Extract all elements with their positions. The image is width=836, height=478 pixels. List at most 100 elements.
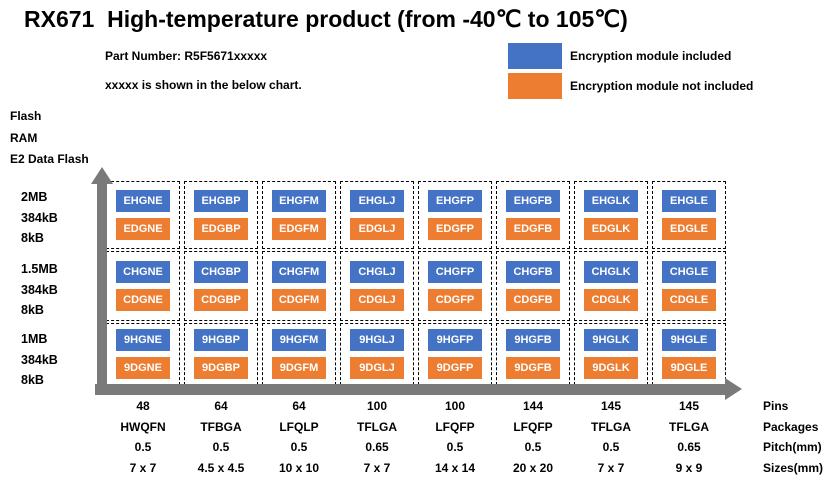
part-chip-encryption-not-included: EDGFP <box>428 218 482 240</box>
part-cell: 9HGLE 9DGLE <box>652 323 726 385</box>
part-chip-encryption-not-included: CDGBP <box>194 289 248 311</box>
part-chip-encryption-not-included: CDGFP <box>428 289 482 311</box>
footer-header-pitch: Pitch(mm) <box>763 440 822 454</box>
footer-package-value: TFLGA <box>669 419 709 434</box>
footer-pins-value: 100 <box>444 399 466 413</box>
package-column: 144 LFQFP 0.5 20 x 20 <box>494 396 572 478</box>
part-chip-encryption-not-included: CDGLK <box>584 289 638 311</box>
legend-swatch-encryption-not-included <box>508 73 562 99</box>
row-ram-value: 384kB <box>21 282 58 297</box>
part-chip-encryption-included: EHGFP <box>428 190 482 212</box>
part-chip-encryption-not-included: 9DGLK <box>584 357 638 379</box>
part-grid: EHGNE EDGNE EHGBP EDGBP EHGFM EDGFM EHGLJ EDGLJ… <box>104 180 728 386</box>
part-chip-encryption-included: EHGLJ <box>350 190 404 212</box>
row-flash-value: 1MB <box>21 332 48 346</box>
part-cell: CHGFM CDGFM <box>262 251 336 321</box>
part-cell: 9HGFB 9DGFB <box>496 323 570 385</box>
footer-pitch-value: 0.5 <box>524 440 542 454</box>
arrow-right-icon <box>725 378 742 400</box>
part-chip-encryption-not-included: EDGLE <box>662 218 716 240</box>
part-chip-encryption-not-included: CDGNE <box>116 289 170 311</box>
part-cell: CHGFB CDGFB <box>496 251 570 321</box>
footer-pins-value: 144 <box>522 399 544 413</box>
part-cell: 9HGFP 9DGFP <box>418 323 492 385</box>
x-axis-arrow-shaft <box>95 384 725 395</box>
part-chip-encryption-included: EHGFB <box>506 190 560 212</box>
part-chip-encryption-included: CHGLK <box>584 261 638 283</box>
footer-pitch-value: 0.5 <box>212 440 230 454</box>
part-chip-encryption-not-included: CDGFM <box>272 289 326 311</box>
part-chip-encryption-included: CHGFP <box>428 261 482 283</box>
legend-label-encryption-included: Encryption module included <box>570 49 732 63</box>
part-cell: 9HGLK 9DGLK <box>574 323 648 385</box>
row-ram-value: 384kB <box>21 210 58 225</box>
footer-package-value: LFQLP <box>279 419 319 434</box>
part-cell: EHGFB EDGFB <box>496 181 570 249</box>
footer-pins-value: 145 <box>600 399 622 413</box>
footer-size-value: 14 x 14 <box>434 460 476 475</box>
package-column: 64 TFBGA 0.5 4.5 x 4.5 <box>182 396 260 478</box>
part-chip-encryption-not-included: CDGLE <box>662 289 716 311</box>
row-labels-1mb: 1MB 384kB 8kB <box>21 329 58 391</box>
footer-header-pins: Pins <box>763 399 789 413</box>
part-cell: CHGBP CDGBP <box>184 251 258 321</box>
footer-pitch-value: 0.65 <box>365 440 389 454</box>
footer-package-value: TFBGA <box>200 419 242 434</box>
part-chip-encryption-not-included: EDGLK <box>584 218 638 240</box>
y-axis-label-ram: RAM <box>10 130 38 145</box>
part-chip-encryption-not-included: EDGLJ <box>350 218 404 240</box>
footer-pins-value: 100 <box>366 399 388 413</box>
part-chip-encryption-not-included: EDGNE <box>116 218 170 240</box>
part-chip-encryption-included: CHGFM <box>272 261 326 283</box>
legend-label-encryption-not-included: Encryption module not included <box>570 79 754 93</box>
footer-size-value: 7 x 7 <box>597 460 625 475</box>
footer-size-value: 7 x 7 <box>129 460 157 475</box>
arrow-up-icon <box>91 167 113 184</box>
part-chip-encryption-included: EHGFM <box>272 190 326 212</box>
footer-pitch-value: 0.5 <box>602 440 620 454</box>
row-e2-value: 8kB <box>21 231 44 245</box>
row-labels-1-5mb: 1.5MB 384kB 8kB <box>21 259 58 321</box>
part-cell: EHGLK EDGLK <box>574 181 648 249</box>
footer-pins-value: 64 <box>214 399 228 413</box>
part-number-hint: xxxxx is shown in the below chart. <box>105 78 302 92</box>
footer-size-value: 4.5 x 4.5 <box>197 460 245 475</box>
part-chip-encryption-not-included: CDGFB <box>506 289 560 311</box>
part-cell: 9HGNE 9DGNE <box>106 323 180 385</box>
row-ram-value: 384kB <box>21 352 58 367</box>
part-chip-encryption-included: 9HGLK <box>584 329 638 351</box>
part-chip-encryption-not-included: 9DGFP <box>428 357 482 379</box>
part-cell: CHGFP CDGFP <box>418 251 492 321</box>
part-cell: EHGBP EDGBP <box>184 181 258 249</box>
part-cell: 9HGLJ 9DGLJ <box>340 323 414 385</box>
footer-size-value: 9 x 9 <box>675 460 703 475</box>
part-chip-encryption-included: CHGFB <box>506 261 560 283</box>
part-chip-encryption-included: 9HGLJ <box>350 329 404 351</box>
package-column: 145 TFLGA 0.65 9 x 9 <box>650 396 728 478</box>
part-cell: EHGLE EDGLE <box>652 181 726 249</box>
y-axis-label-flash: Flash <box>10 109 42 123</box>
footer-pins-value: 48 <box>136 399 150 413</box>
part-chip-encryption-included: EHGLE <box>662 190 716 212</box>
part-chip-encryption-not-included: 9DGFM <box>272 357 326 379</box>
footer-pins-value: 145 <box>678 399 700 413</box>
part-chip-encryption-included: EHGNE <box>116 190 170 212</box>
y-axis-label-e2-data-flash: E2 Data Flash <box>10 152 89 166</box>
part-chip-encryption-included: 9HGLE <box>662 329 716 351</box>
part-cell: EHGFM EDGFM <box>262 181 336 249</box>
part-cell: CHGLE CDGLE <box>652 251 726 321</box>
footer-header-sizes: Sizes(mm) <box>763 460 824 475</box>
part-chip-encryption-not-included: 9DGFB <box>506 357 560 379</box>
part-chip-encryption-not-included: EDGBP <box>194 218 248 240</box>
footer-size-value: 10 x 10 <box>278 460 320 475</box>
footer-pitch-value: 0.5 <box>446 440 464 454</box>
part-chip-encryption-not-included: EDGFM <box>272 218 326 240</box>
footer-header-packages: Packages <box>763 419 819 434</box>
part-cell: CHGLJ CDGLJ <box>340 251 414 321</box>
x-axis-footer-headers: Pins Packages Pitch(mm) Sizes(mm) <box>763 396 823 478</box>
row-flash-value: 1.5MB <box>21 262 58 276</box>
footer-pitch-value: 0.5 <box>134 440 152 454</box>
part-cell: EHGNE EDGNE <box>106 181 180 249</box>
row-flash-value: 2MB <box>21 190 48 204</box>
part-cell: EHGFP EDGFP <box>418 181 492 249</box>
